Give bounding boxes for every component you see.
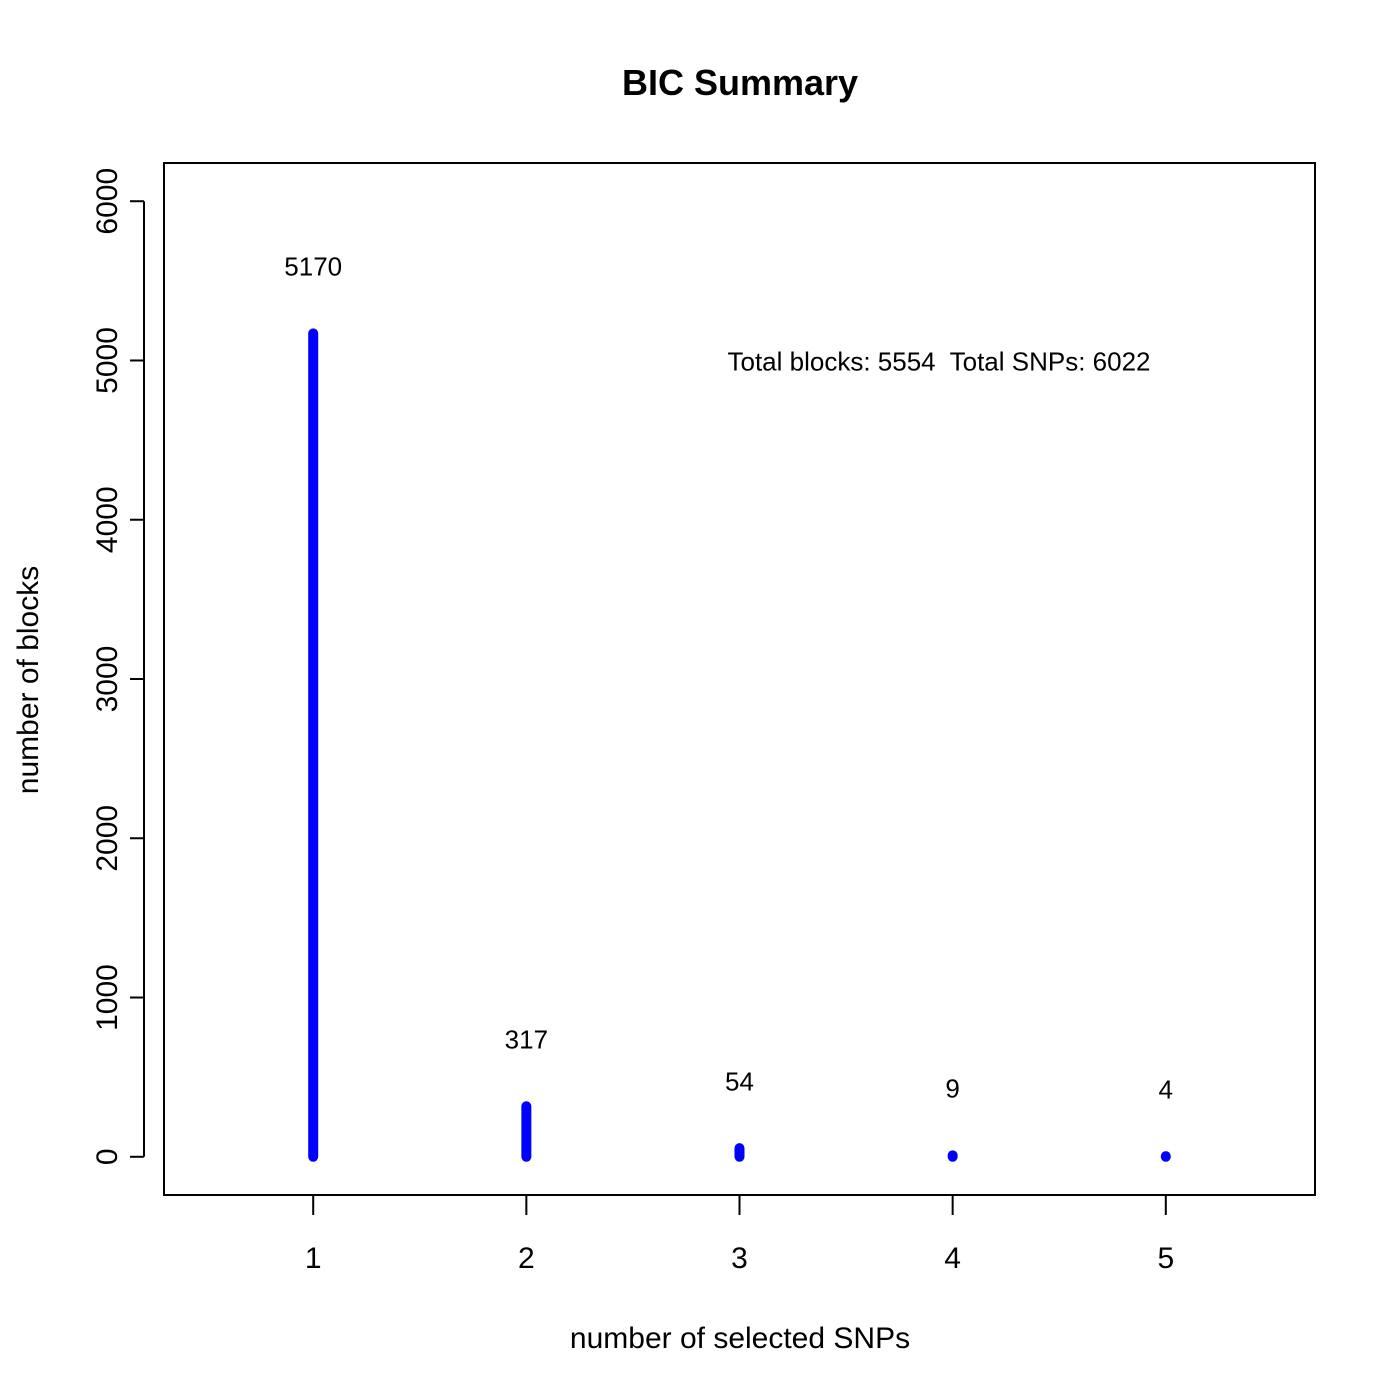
x-tick-label: 4 <box>944 1242 961 1275</box>
x-axis: 1 2 3 4 5 <box>305 1195 1174 1275</box>
y-axis: 0 1000 2000 3000 4000 5000 6000 <box>91 168 145 1165</box>
y-tick-label: 5000 <box>91 327 124 394</box>
data-label-2: 317 <box>505 1024 548 1054</box>
chart-title: BIC Summary <box>622 62 858 103</box>
data-label-4: 9 <box>945 1073 959 1103</box>
data-label-5: 4 <box>1159 1074 1173 1104</box>
bar-series <box>308 328 1171 1162</box>
x-axis-label: number of selected SNPs <box>570 1322 910 1355</box>
annotation-totals: Total blocks: 5554 Total SNPs: 6022 <box>728 346 1151 376</box>
y-tick-label: 6000 <box>91 168 124 235</box>
y-axis-label: number of blocks <box>12 566 45 794</box>
x-tick-label: 3 <box>731 1242 748 1275</box>
x-tick-label: 2 <box>518 1242 535 1275</box>
data-labels: 5170 317 54 9 4 <box>284 252 1173 1105</box>
y-tick-label: 3000 <box>91 646 124 713</box>
plot-frame <box>163 162 1316 1196</box>
y-tick-label: 2000 <box>91 805 124 872</box>
x-tick-label: 5 <box>1157 1242 1174 1275</box>
data-label-1: 5170 <box>284 252 342 282</box>
y-tick-label: 4000 <box>91 486 124 553</box>
data-label-3: 54 <box>725 1066 754 1096</box>
x-tick-label: 1 <box>305 1242 322 1275</box>
y-tick-label: 0 <box>91 1148 124 1165</box>
y-tick-label: 1000 <box>91 964 124 1031</box>
